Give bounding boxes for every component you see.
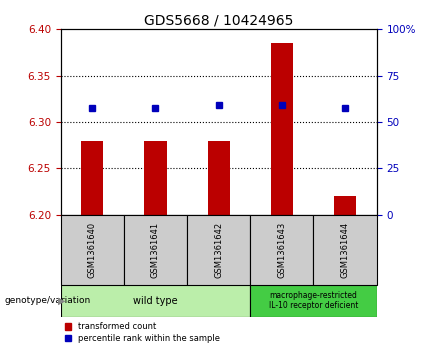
Bar [187,215,250,285]
Bar [250,285,377,317]
Bar [61,285,250,317]
Text: GSM1361641: GSM1361641 [151,222,160,278]
Bar [271,43,293,215]
Bar [124,215,187,285]
Bar [144,140,167,215]
Text: GSM1361640: GSM1361640 [88,222,97,278]
Text: wild type: wild type [133,295,178,306]
Text: macrophage-restricted
IL-10 receptor deficient: macrophage-restricted IL-10 receptor def… [269,291,358,310]
Title: GDS5668 / 10424965: GDS5668 / 10424965 [144,14,293,28]
Text: ▶: ▶ [58,295,66,306]
Legend: transformed count, percentile rank within the sample: transformed count, percentile rank withi… [65,322,220,343]
Bar [61,215,124,285]
Bar [207,140,230,215]
Text: GSM1361642: GSM1361642 [214,222,223,278]
Text: GSM1361643: GSM1361643 [278,222,286,278]
Bar [250,215,313,285]
Bar [81,140,103,215]
Text: genotype/variation: genotype/variation [4,296,90,305]
Bar [313,215,377,285]
Text: GSM1361644: GSM1361644 [341,222,349,278]
Bar [334,196,356,215]
